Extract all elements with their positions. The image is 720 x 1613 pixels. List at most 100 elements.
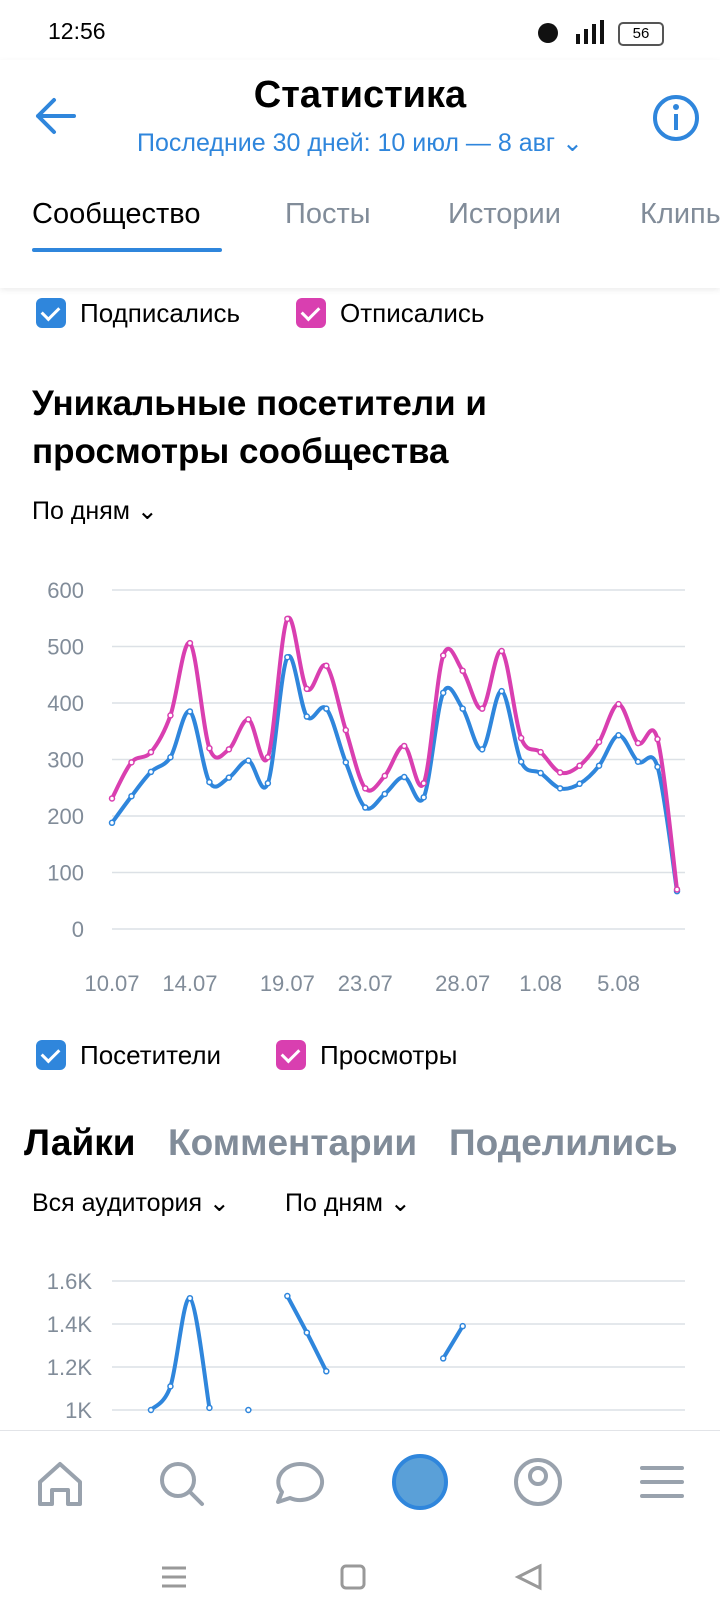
data-point xyxy=(323,1368,330,1375)
data-point xyxy=(303,713,311,720)
data-point xyxy=(206,1404,213,1412)
data-point xyxy=(537,769,544,777)
battery: 56 xyxy=(618,22,664,46)
data-point xyxy=(478,746,486,753)
legend-label: Просмотры xyxy=(320,1040,458,1070)
x-tick-label: 5.08 xyxy=(597,971,640,996)
data-point xyxy=(284,1292,291,1300)
home-icon[interactable] xyxy=(38,1462,82,1506)
data-point xyxy=(186,1294,194,1302)
data-point xyxy=(381,772,389,780)
data-point xyxy=(420,794,427,801)
profile-icon[interactable] xyxy=(514,1458,562,1506)
data-point xyxy=(284,653,291,661)
checkbox[interactable] xyxy=(36,1040,66,1070)
checkbox[interactable] xyxy=(36,298,66,328)
data-point xyxy=(264,779,272,787)
toggle-label: Подписались xyxy=(80,298,241,328)
data-point xyxy=(576,762,583,769)
data-point xyxy=(128,759,135,766)
dropdown-label: По дням xyxy=(285,1189,383,1217)
x-tick-label: 28.07 xyxy=(435,971,490,996)
sys-home[interactable] xyxy=(340,1564,366,1590)
period-select[interactable]: Последние 30 дней: 10 июл — 8 авг ⌄ xyxy=(137,129,583,157)
data-point xyxy=(576,780,583,788)
data-point xyxy=(595,738,603,746)
data-point xyxy=(108,819,116,827)
data-point xyxy=(478,705,486,712)
data-point xyxy=(498,647,505,655)
data-point xyxy=(362,785,369,792)
data-point xyxy=(147,1406,155,1414)
tab[interactable]: Поделились xyxy=(449,1122,678,1163)
dropdown-label: Вся аудитория xyxy=(32,1189,202,1217)
data-point xyxy=(439,689,447,697)
data-point xyxy=(206,778,213,786)
info-button[interactable] xyxy=(652,94,700,142)
data-point xyxy=(459,705,466,712)
tab[interactable]: Посты xyxy=(285,198,371,230)
data-point xyxy=(186,639,194,647)
status-time: 12:56 xyxy=(48,18,106,44)
x-tick-label: 10.07 xyxy=(84,971,139,996)
audience-dropdown[interactable]: Вся аудитория ⌄ xyxy=(32,1189,230,1217)
tab[interactable]: Комментарии xyxy=(168,1122,418,1163)
tab[interactable]: Лайки xyxy=(24,1122,136,1163)
x-tick-label: 1.08 xyxy=(519,971,562,996)
status-icons xyxy=(538,20,604,44)
checkbox[interactable] xyxy=(276,1040,306,1070)
data-point xyxy=(595,762,603,769)
data-point xyxy=(342,726,350,734)
data-point xyxy=(323,662,330,669)
data-point xyxy=(225,774,233,781)
data-point xyxy=(167,712,174,719)
data-point xyxy=(634,739,642,747)
bottom-nav xyxy=(0,1430,720,1613)
data-point xyxy=(128,792,135,800)
section-title: Уникальные посетители и просмотры сообщес… xyxy=(32,380,487,476)
data-point xyxy=(225,746,233,753)
data-point xyxy=(245,716,252,723)
toggle-label: Отписались xyxy=(340,298,485,328)
y-tick-label: 1.6K xyxy=(47,1269,93,1294)
y-tick-label: 0 xyxy=(72,917,84,942)
data-point xyxy=(439,652,447,659)
data-point xyxy=(147,768,155,776)
y-tick-label: 500 xyxy=(47,635,84,660)
sys-back[interactable] xyxy=(514,1563,542,1591)
data-point xyxy=(362,804,369,811)
data-point xyxy=(303,685,311,693)
messages-icon[interactable] xyxy=(276,1461,325,1504)
x-tick-label: 14.07 xyxy=(162,971,217,996)
sys-menu[interactable] xyxy=(162,1566,186,1588)
data-point xyxy=(654,763,661,771)
tab-indicator xyxy=(32,248,222,252)
period-dropdown[interactable]: По дням ⌄ xyxy=(285,1189,411,1217)
data-point xyxy=(517,734,525,742)
data-point xyxy=(537,748,544,756)
data-point xyxy=(615,731,622,739)
legend-label: Посетители xyxy=(80,1040,222,1070)
chart: 1K 1.2K 1.4K 1.6K xyxy=(47,1269,685,1423)
data-point xyxy=(517,758,525,766)
data-point xyxy=(323,705,330,712)
avatar[interactable] xyxy=(392,1454,448,1510)
data-point xyxy=(284,615,291,623)
data-point xyxy=(264,753,272,761)
tab[interactable]: Истории xyxy=(448,198,561,230)
data-point xyxy=(615,700,622,708)
y-tick-label: 1K xyxy=(65,1398,92,1423)
search-icon[interactable] xyxy=(160,1462,196,1498)
back-button[interactable] xyxy=(34,96,78,136)
nav-icons xyxy=(38,1454,684,1591)
tab[interactable]: Клипы xyxy=(640,198,720,230)
checkbox[interactable] xyxy=(296,298,326,328)
period-dropdown[interactable]: По дням ⌄ xyxy=(32,497,158,525)
data-point xyxy=(459,1322,466,1330)
x-tick-label: 19.07 xyxy=(260,971,315,996)
tab[interactable]: Сообщество xyxy=(32,198,201,230)
series-line xyxy=(110,615,679,890)
menu-icon[interactable] xyxy=(640,1466,684,1498)
data-point xyxy=(167,1383,174,1390)
